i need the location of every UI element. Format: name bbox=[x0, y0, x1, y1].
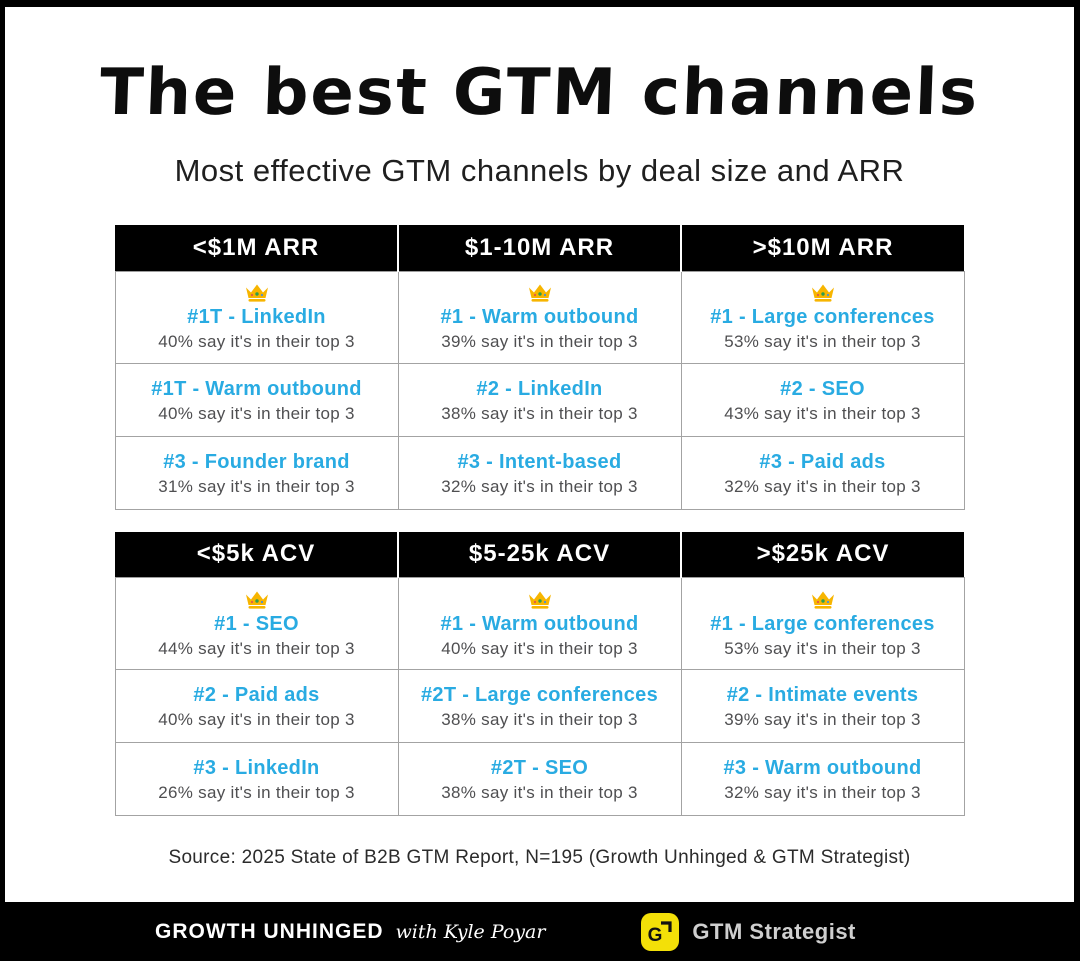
channel-cell: #1T - Warm outbound 40% say it's in thei… bbox=[114, 362, 399, 437]
channel-stat: 39% say it's in their top 3 bbox=[724, 710, 921, 729]
crown-icon bbox=[811, 284, 834, 302]
channel-cell: #3 - Warm outbound 32% say it's in their… bbox=[680, 742, 965, 816]
column-header-arr-under-1m: <$1M ARR bbox=[115, 225, 399, 272]
channel-cell: #3 - Intent-based 32% say it's in their … bbox=[397, 435, 682, 510]
kyle-poyar-byline: with Kyle Poyar bbox=[395, 920, 546, 943]
channel-stat: 40% say it's in their top 3 bbox=[158, 403, 355, 423]
source-note: Source: 2025 State of B2B GTM Report, N=… bbox=[168, 847, 911, 868]
channel-cell: #2 - SEO 43% say it's in their top 3 bbox=[680, 362, 965, 437]
footer-bar: GROWTH UNHINGED with Kyle Poyar G GTM St… bbox=[5, 902, 1074, 961]
column-header-arr-1-10m: $1-10M ARR bbox=[398, 225, 682, 272]
table-row: #1T - Warm outbound 40% say it's in thei… bbox=[114, 362, 965, 437]
channel-cell: #2 - Intimate events 39% say it's in the… bbox=[680, 669, 965, 743]
table-row: #3 - Founder brand 31% say it's in their… bbox=[114, 435, 965, 510]
column-header-acv-under-5k: <$5k ACV bbox=[115, 531, 399, 578]
channel-rank: #3 - Paid ads bbox=[759, 450, 886, 473]
page-title: The best GTM channels bbox=[98, 56, 981, 130]
channel-stat: 32% say it's in their top 3 bbox=[724, 476, 921, 496]
channel-stat: 44% say it's in their top 3 bbox=[158, 638, 355, 658]
channel-cell: #3 - Paid ads 32% say it's in their top … bbox=[680, 435, 965, 510]
svg-text:G: G bbox=[648, 925, 663, 946]
channel-cell: #3 - LinkedIn 26% say it's in their top … bbox=[114, 742, 399, 816]
channel-stat: 38% say it's in their top 3 bbox=[441, 783, 638, 802]
channel-stat: 38% say it's in their top 3 bbox=[441, 403, 638, 423]
channel-rank: #1 - Warm outbound bbox=[440, 306, 639, 328]
crown-icon bbox=[528, 591, 551, 609]
channel-rank: #3 - Founder brand bbox=[163, 450, 350, 473]
channel-rank: #2T - Large conferences bbox=[421, 684, 658, 706]
channel-stat: 53% say it's in their top 3 bbox=[724, 638, 921, 658]
channel-cell: #3 - Founder brand 31% say it's in their… bbox=[114, 435, 399, 510]
acv-header-row: <$5k ACV $5-25k ACV >$25k ACV bbox=[115, 531, 964, 578]
channel-stat: 53% say it's in their top 3 bbox=[724, 332, 921, 351]
crown-icon bbox=[245, 591, 268, 609]
column-header-acv-5-25k: $5-25k ACV bbox=[398, 531, 682, 578]
channel-stat: 39% say it's in their top 3 bbox=[441, 332, 638, 351]
column-header-acv-over-25k: >$25k ACV bbox=[681, 531, 964, 578]
channel-stat: 32% say it's in their top 3 bbox=[724, 783, 921, 802]
channel-rank: #2 - Intimate events bbox=[726, 684, 919, 706]
channel-cell: #1 - SEO 44% say it's in their top 3 bbox=[114, 577, 399, 670]
channel-rank: #2 - Paid ads bbox=[193, 684, 320, 706]
table-row: #1T - LinkedIn 40% say it's in their top… bbox=[114, 270, 965, 364]
arr-table: <$1M ARR $1-10M ARR >$10M ARR #1T - Link… bbox=[114, 225, 965, 510]
channel-stat: 43% say it's in their top 3 bbox=[724, 403, 921, 423]
acv-table: <$5k ACV $5-25k ACV >$25k ACV #1 - SEO 4… bbox=[114, 531, 965, 816]
channel-rank: #1 - SEO bbox=[214, 612, 299, 635]
crown-icon bbox=[528, 284, 551, 302]
channel-cell: #1 - Large conferences 53% say it's in t… bbox=[680, 577, 965, 670]
gtm-strategist-wordmark: GTM Strategist bbox=[692, 918, 856, 944]
channel-rank: #3 - LinkedIn bbox=[193, 757, 320, 779]
channel-stat: 40% say it's in their top 3 bbox=[441, 638, 638, 658]
gtm-strategist-logo-icon: G bbox=[641, 912, 680, 951]
channel-cell: #1T - LinkedIn 40% say it's in their top… bbox=[114, 270, 399, 364]
channel-rank: #3 - Warm outbound bbox=[723, 757, 922, 779]
channel-rank: #1 - Warm outbound bbox=[440, 612, 639, 635]
channel-rank: #2 - LinkedIn bbox=[476, 377, 603, 400]
channel-rank: #1T - LinkedIn bbox=[187, 306, 326, 328]
arr-header-row: <$1M ARR $1-10M ARR >$10M ARR bbox=[115, 225, 964, 272]
channel-stat: 26% say it's in their top 3 bbox=[158, 783, 355, 802]
crown-icon bbox=[811, 591, 834, 609]
channel-cell: #1 - Warm outbound 40% say it's in their… bbox=[397, 577, 682, 670]
channel-cell: #2 - Paid ads 40% say it's in their top … bbox=[114, 669, 399, 743]
channel-cell: #2T - Large conferences 38% say it's in … bbox=[397, 669, 682, 743]
channel-cell: #2T - SEO 38% say it's in their top 3 bbox=[397, 742, 682, 816]
channel-cell: #1 - Large conferences 53% say it's in t… bbox=[680, 270, 965, 364]
channel-rank: #1T - Warm outbound bbox=[151, 377, 362, 400]
column-header-arr-over-10m: >$10M ARR bbox=[681, 225, 964, 272]
channel-stat: 40% say it's in their top 3 bbox=[158, 710, 355, 729]
channel-stat: 38% say it's in their top 3 bbox=[441, 710, 638, 729]
channel-rank: #2T - SEO bbox=[490, 757, 589, 779]
channel-cell: #1 - Warm outbound 39% say it's in their… bbox=[397, 270, 682, 364]
channel-rank: #1 - Large conferences bbox=[710, 306, 935, 328]
growth-unhinged-wordmark: GROWTH UNHINGED bbox=[155, 919, 384, 943]
channel-cell: #2 - LinkedIn 38% say it's in their top … bbox=[397, 362, 682, 437]
crown-icon bbox=[245, 284, 268, 302]
channel-stat: 31% say it's in their top 3 bbox=[158, 476, 355, 496]
table-row: #3 - LinkedIn 26% say it's in their top … bbox=[114, 742, 965, 816]
channel-rank: #1 - Large conferences bbox=[710, 612, 935, 635]
content-area: The best GTM channels Most effective GTM… bbox=[5, 7, 1074, 902]
channel-rank: #2 - SEO bbox=[780, 377, 865, 400]
page-subtitle: Most effective GTM channels by deal size… bbox=[174, 153, 905, 188]
channel-stat: 32% say it's in their top 3 bbox=[441, 476, 638, 496]
channel-stat: 40% say it's in their top 3 bbox=[158, 332, 355, 351]
table-row: #1 - SEO 44% say it's in their top 3 #1 … bbox=[114, 577, 965, 670]
table-row: #2 - Paid ads 40% say it's in their top … bbox=[114, 669, 965, 743]
channel-rank: #3 - Intent-based bbox=[457, 450, 622, 473]
